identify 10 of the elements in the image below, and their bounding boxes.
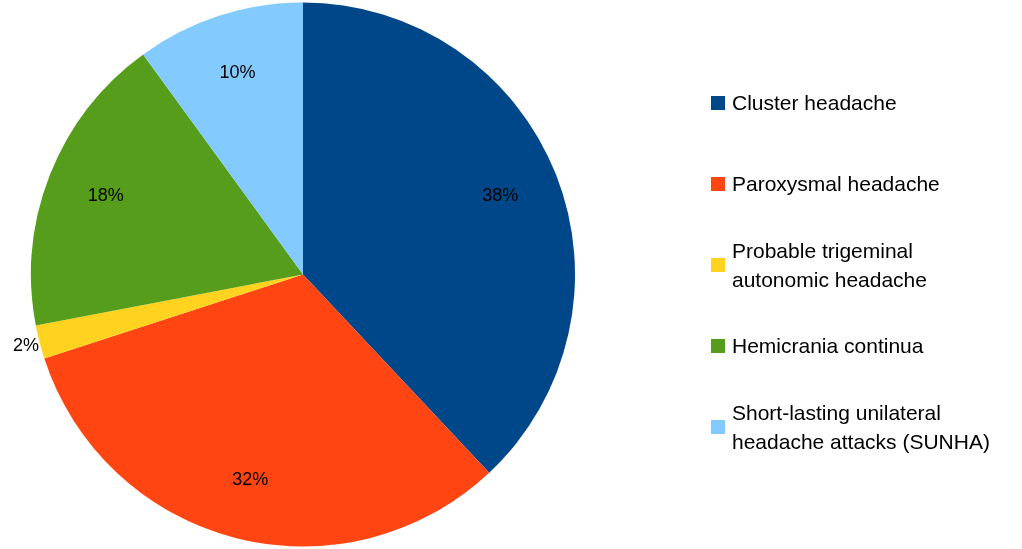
data-label: 38% — [482, 185, 519, 206]
data-label: 18% — [87, 185, 124, 206]
legend-label: Hemicrania continua — [732, 333, 925, 359]
data-label: 2% — [12, 334, 39, 355]
legend-label: Short-lasting unilateral headache attacks (SUNHA) — [732, 399, 991, 455]
legend-label: Cluster headache — [732, 90, 898, 116]
data-label: 10% — [219, 61, 256, 82]
legend-label: Paroxysmal headache — [732, 171, 941, 197]
legend-label: Probable trigeminal autonomic headache — [732, 237, 928, 293]
data-label: 32% — [232, 468, 269, 489]
